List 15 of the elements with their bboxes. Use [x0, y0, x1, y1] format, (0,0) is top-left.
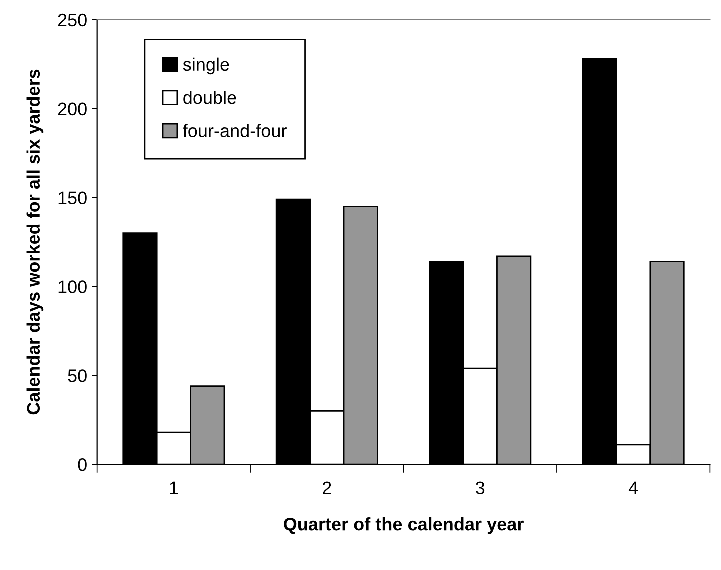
- y-tick-label: 0: [78, 458, 87, 472]
- y-tick-label: 100: [58, 280, 87, 294]
- y-tick-label: 250: [58, 14, 87, 27]
- y-tick-label: 150: [58, 192, 87, 205]
- x-tick-label: 3: [476, 482, 485, 494]
- y-axis-title: Calendar days worked for all six yarders: [26, 70, 44, 415]
- x-tick-label: 2: [323, 482, 332, 494]
- y-tick-label: 200: [58, 102, 87, 116]
- y-tick-label: 50: [68, 370, 87, 382]
- legend-label: single: [183, 58, 230, 75]
- x-axis-title: Quarter of the calendar year: [284, 517, 524, 534]
- x-tick-label: 1: [170, 482, 178, 494]
- legend-label: four-and-four: [183, 124, 287, 138]
- legend-label: double: [184, 91, 236, 104]
- x-tick-label: 4: [628, 482, 638, 494]
